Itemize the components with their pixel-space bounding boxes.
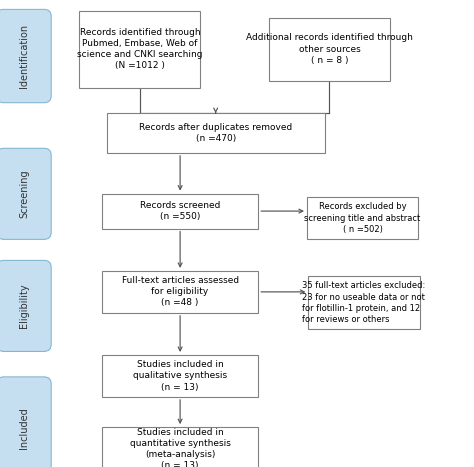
Text: Eligibility: Eligibility	[19, 283, 29, 328]
Text: Included: Included	[19, 407, 29, 449]
FancyBboxPatch shape	[79, 10, 200, 88]
FancyBboxPatch shape	[102, 427, 258, 467]
Text: Studies included in
quantitative synthesis
(meta-analysis)
(n = 13): Studies included in quantitative synthes…	[130, 428, 230, 467]
FancyBboxPatch shape	[102, 271, 258, 313]
FancyBboxPatch shape	[0, 149, 51, 240]
Text: Full-text articles assessed
for eligibility
(n =48 ): Full-text articles assessed for eligibil…	[121, 276, 239, 307]
FancyBboxPatch shape	[0, 261, 51, 352]
FancyBboxPatch shape	[0, 9, 51, 103]
Text: Studies included in
qualitative synthesis
(n = 13): Studies included in qualitative synthesi…	[133, 361, 227, 391]
FancyBboxPatch shape	[102, 193, 258, 228]
FancyBboxPatch shape	[269, 17, 390, 80]
Text: Records excluded by
screening title and abstract
( n =502): Records excluded by screening title and …	[304, 203, 421, 234]
Text: Records after duplicates removed
(n =470): Records after duplicates removed (n =470…	[139, 123, 292, 143]
Text: 35 full-text articles excluded:
23 for no useable data or not
for flotillin-1 pr: 35 full-text articles excluded: 23 for n…	[302, 282, 426, 324]
FancyBboxPatch shape	[0, 377, 51, 467]
FancyBboxPatch shape	[107, 113, 325, 153]
FancyBboxPatch shape	[309, 276, 420, 330]
Text: Additional records identified through
other sources
( n = 8 ): Additional records identified through ot…	[246, 34, 413, 64]
Text: Screening: Screening	[19, 170, 29, 218]
FancyBboxPatch shape	[102, 355, 258, 397]
Text: Identification: Identification	[19, 24, 29, 88]
FancyBboxPatch shape	[307, 197, 418, 239]
Text: Records screened
(n =550): Records screened (n =550)	[140, 201, 220, 221]
Text: Records identified through
Pubmed, Embase, Web of
science and CNKI searching
(N : Records identified through Pubmed, Embas…	[77, 28, 202, 70]
